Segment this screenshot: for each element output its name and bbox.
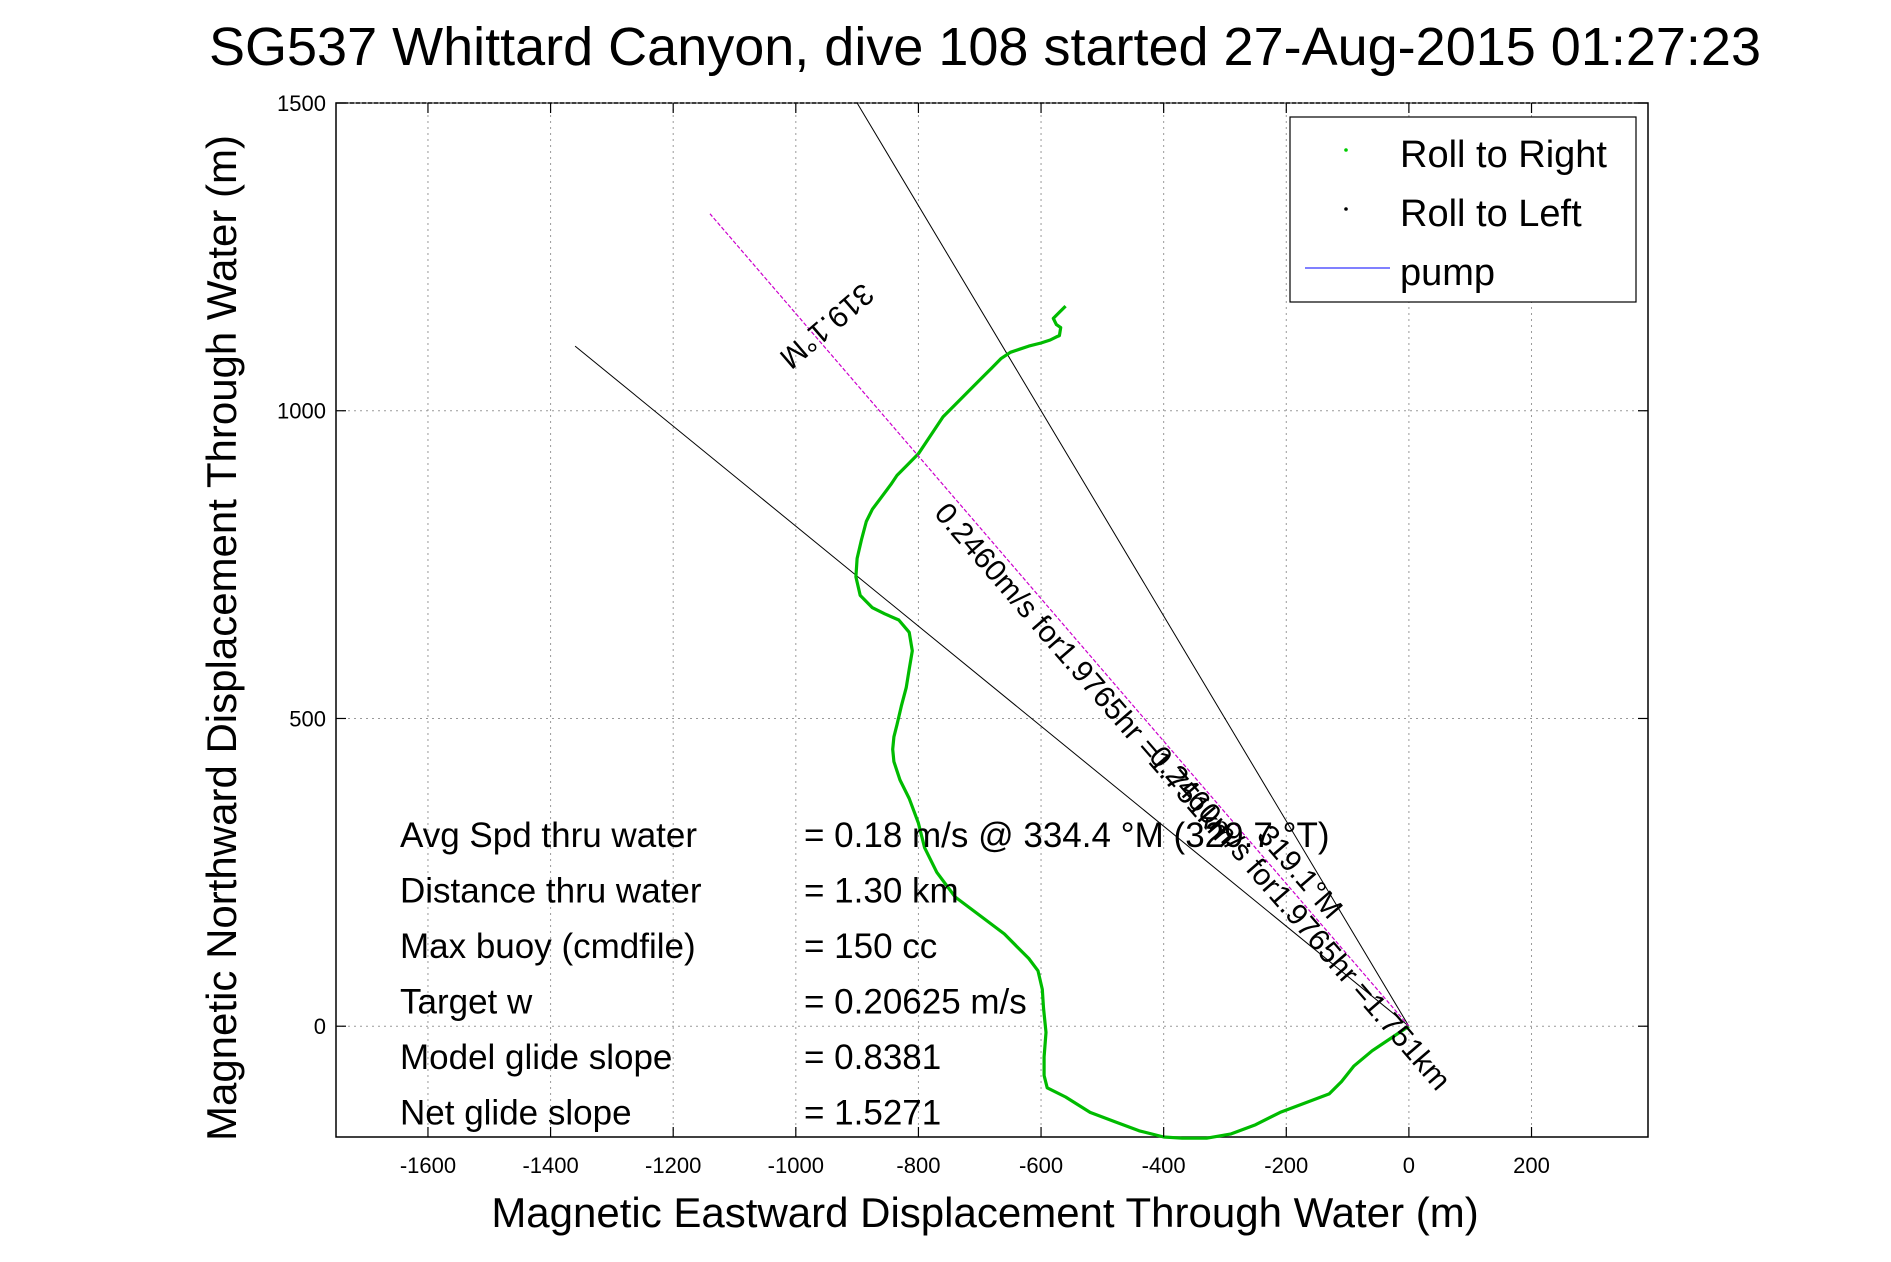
stat-value: = 0.8381 — [804, 1038, 941, 1077]
reference-line — [574, 345, 1410, 1027]
y-axis-label: Magnetic Northward Displacement Through … — [198, 135, 245, 1141]
y-axis-ticks: 0 500 1000 1500 — [277, 91, 1648, 1039]
y-tick-label: 1500 — [277, 91, 326, 116]
x-axis-label: Magnetic Eastward Displacement Through W… — [491, 1189, 1478, 1236]
stat-value: = 0.20625 m/s — [804, 983, 1027, 1022]
y-tick-label: 0 — [314, 1014, 326, 1039]
stat-value: = 1.30 km — [804, 872, 959, 911]
x-tick-label: -1200 — [645, 1153, 701, 1178]
legend-entry-label: Roll to Left — [1400, 193, 1582, 235]
x-tick-label: -400 — [1142, 1153, 1186, 1178]
x-tick-label: -800 — [896, 1153, 940, 1178]
stat-value: = 0.18 m/s @ 334.4 °M (329.7 °T) — [804, 816, 1330, 855]
chart-title: SG537 Whittard Canyon, dive 108 started … — [209, 17, 1761, 77]
legend-entry-label: Roll to Right — [1400, 134, 1607, 176]
legend-marker-swatch — [1344, 148, 1348, 152]
reference-lines — [574, 102, 1410, 1027]
legend: Roll to Right Roll to Left pump — [1289, 116, 1637, 303]
stat-label: Net glide slope — [400, 1094, 632, 1133]
x-axis-ticks: -1600 -1400 -1200 -1000 -800 -600 -400 -200 0 200 — [400, 103, 1550, 1178]
legend-marker-swatch — [1344, 207, 1348, 211]
grid — [336, 102, 1648, 1137]
x-tick-label: 200 — [1513, 1153, 1550, 1178]
series-layer — [709, 213, 1410, 1140]
y-tick-label: 1000 — [277, 399, 326, 424]
x-tick-label: -1000 — [768, 1153, 824, 1178]
roll-to-right-track — [854, 304, 1410, 1140]
stat-label: Distance thru water — [400, 872, 702, 911]
stat-label: Model glide slope — [400, 1038, 672, 1077]
reference-line — [856, 102, 1410, 1027]
stats-block: Avg Spd thru water = 0.18 m/s @ 334.4 °M … — [400, 816, 1330, 1133]
stat-label: Max buoy (cmdfile) — [400, 927, 696, 966]
x-tick-label: -600 — [1019, 1153, 1063, 1178]
stat-label: Avg Spd thru water — [400, 816, 697, 855]
y-tick-label: 500 — [289, 706, 326, 731]
x-tick-label: 0 — [1403, 1153, 1415, 1178]
legend-entry-label: pump — [1400, 252, 1495, 294]
x-tick-label: -1600 — [400, 1153, 456, 1178]
x-tick-label: -200 — [1264, 1153, 1308, 1178]
x-tick-label: -1400 — [522, 1153, 578, 1178]
stat-label: Target w — [400, 983, 533, 1022]
stat-value: = 150 cc — [804, 927, 937, 966]
stat-value: = 1.5271 — [804, 1094, 941, 1133]
pump-line — [709, 213, 1410, 1027]
